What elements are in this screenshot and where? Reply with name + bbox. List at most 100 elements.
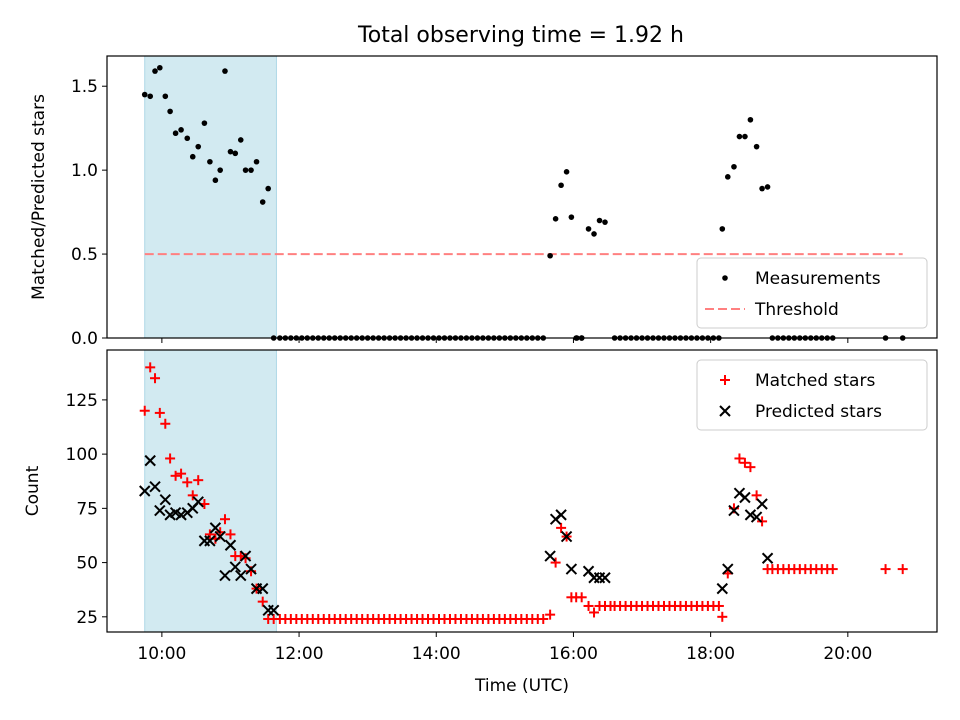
predicted-star-marker — [739, 491, 751, 504]
measurement-point — [540, 335, 547, 341]
measurement-point — [157, 64, 163, 71]
measurement-point — [716, 335, 722, 341]
measurement-point — [574, 335, 580, 341]
cross-b — [728, 504, 740, 517]
predicted-star-marker — [728, 504, 740, 517]
measurement-point — [222, 68, 228, 74]
x-tick-label: 20:00 — [823, 644, 872, 664]
measurement-point — [672, 335, 678, 341]
cross-b — [229, 561, 241, 573]
measurement-point — [162, 93, 169, 100]
predicted-star-marker — [599, 572, 611, 584]
legend-measurement-marker — [722, 275, 728, 281]
cross-b — [544, 550, 556, 562]
measurement-point — [408, 335, 415, 341]
predicted-star-marker — [192, 496, 204, 508]
measurement-point — [899, 335, 906, 341]
measurement-point — [141, 91, 148, 98]
ratio-panel: 0.0 0.5 1.0 1.5 Matched/Predicted stars Measu… — [29, 55, 938, 349]
cross-b — [722, 563, 734, 575]
cross-b — [761, 552, 774, 564]
measurement-point — [469, 335, 475, 341]
measurement-point — [780, 335, 787, 341]
measurement-point — [242, 167, 249, 173]
measurement-point — [683, 335, 689, 341]
measurement-point — [502, 335, 508, 341]
predicted-star-marker — [722, 563, 734, 575]
predicted-star-marker — [267, 604, 280, 617]
measurement-point — [425, 335, 431, 341]
measurement-point — [742, 133, 748, 140]
measurement-point — [414, 335, 420, 341]
measurement-point — [759, 185, 765, 192]
measurement-point — [436, 335, 442, 341]
measurement-point — [529, 335, 536, 341]
matched-star-marker — [739, 457, 750, 468]
cross-b — [739, 491, 751, 504]
matched-star-marker — [176, 468, 187, 479]
measurement-point — [259, 199, 266, 205]
matched-star-marker — [897, 564, 908, 575]
measurement-point — [677, 335, 684, 341]
measurement-point — [277, 335, 283, 341]
x-tick-label: 16:00 — [549, 644, 598, 664]
measurement-point — [147, 93, 154, 100]
measurement-point — [217, 167, 223, 173]
legend: Matched stars Predicted stars — [696, 359, 928, 431]
predicted-star-marker — [716, 582, 729, 595]
observing-window-shade — [144, 349, 277, 633]
predicted-star-marker — [175, 509, 187, 521]
measurement-point — [309, 335, 316, 341]
count-panel: 25 50 75 100 125 10:00 12:00 14:00 16:00 18:00 20:… — [23, 349, 938, 696]
measurement-point — [747, 116, 754, 123]
matched-star-marker — [880, 564, 891, 575]
cross-b — [744, 509, 757, 521]
observing-window-shade — [144, 55, 277, 339]
measurement-point — [320, 335, 327, 341]
measurement-point — [802, 335, 809, 341]
matched-star-marker — [150, 373, 161, 384]
measurement-point — [248, 167, 254, 173]
matched-star-marker — [193, 475, 204, 486]
cross-b — [235, 569, 247, 582]
y-tick-label: 1.0 — [71, 161, 98, 181]
matched-star-marker — [187, 490, 198, 501]
measurement-point — [769, 335, 776, 341]
measurement-point — [611, 335, 618, 341]
predicted-star-marker — [154, 504, 166, 517]
y-tick-label: 50 — [76, 554, 98, 574]
measurement-point — [786, 335, 792, 341]
measurement-point — [547, 252, 553, 259]
measurement-point — [359, 335, 365, 341]
measurement-point — [552, 216, 559, 222]
cross-b — [267, 604, 280, 617]
measurement-point — [189, 153, 196, 160]
measurement-point — [617, 335, 623, 341]
measurement-point — [237, 137, 244, 143]
measurement-point — [694, 335, 700, 341]
measurement-point — [375, 335, 382, 341]
measurement-point — [719, 226, 726, 232]
matched-star-marker — [583, 600, 594, 611]
predicted-star-marker — [555, 509, 567, 521]
cross-b — [719, 405, 731, 417]
cross-b — [159, 493, 172, 506]
measurement-point — [699, 335, 706, 341]
predicted-star-marker — [565, 563, 578, 575]
legend-label: Predicted stars — [755, 402, 882, 422]
legend-matched-marker — [720, 375, 730, 385]
cross-b — [169, 506, 182, 519]
measurement-point — [392, 335, 398, 341]
measurement-point — [829, 335, 836, 341]
matched-star-marker — [225, 529, 236, 540]
y-axis-label: Count — [23, 465, 43, 516]
predicted-star-marker — [224, 539, 237, 551]
measurement-point — [232, 150, 239, 157]
cross-b — [239, 550, 252, 562]
matched-star-marker — [550, 557, 561, 568]
x-axis-label: Time (UTC) — [474, 676, 569, 696]
matched-star-marker — [219, 514, 230, 525]
legend: Measurements Threshold — [696, 257, 928, 329]
cross-b — [257, 582, 269, 595]
measurement-point — [167, 108, 173, 115]
